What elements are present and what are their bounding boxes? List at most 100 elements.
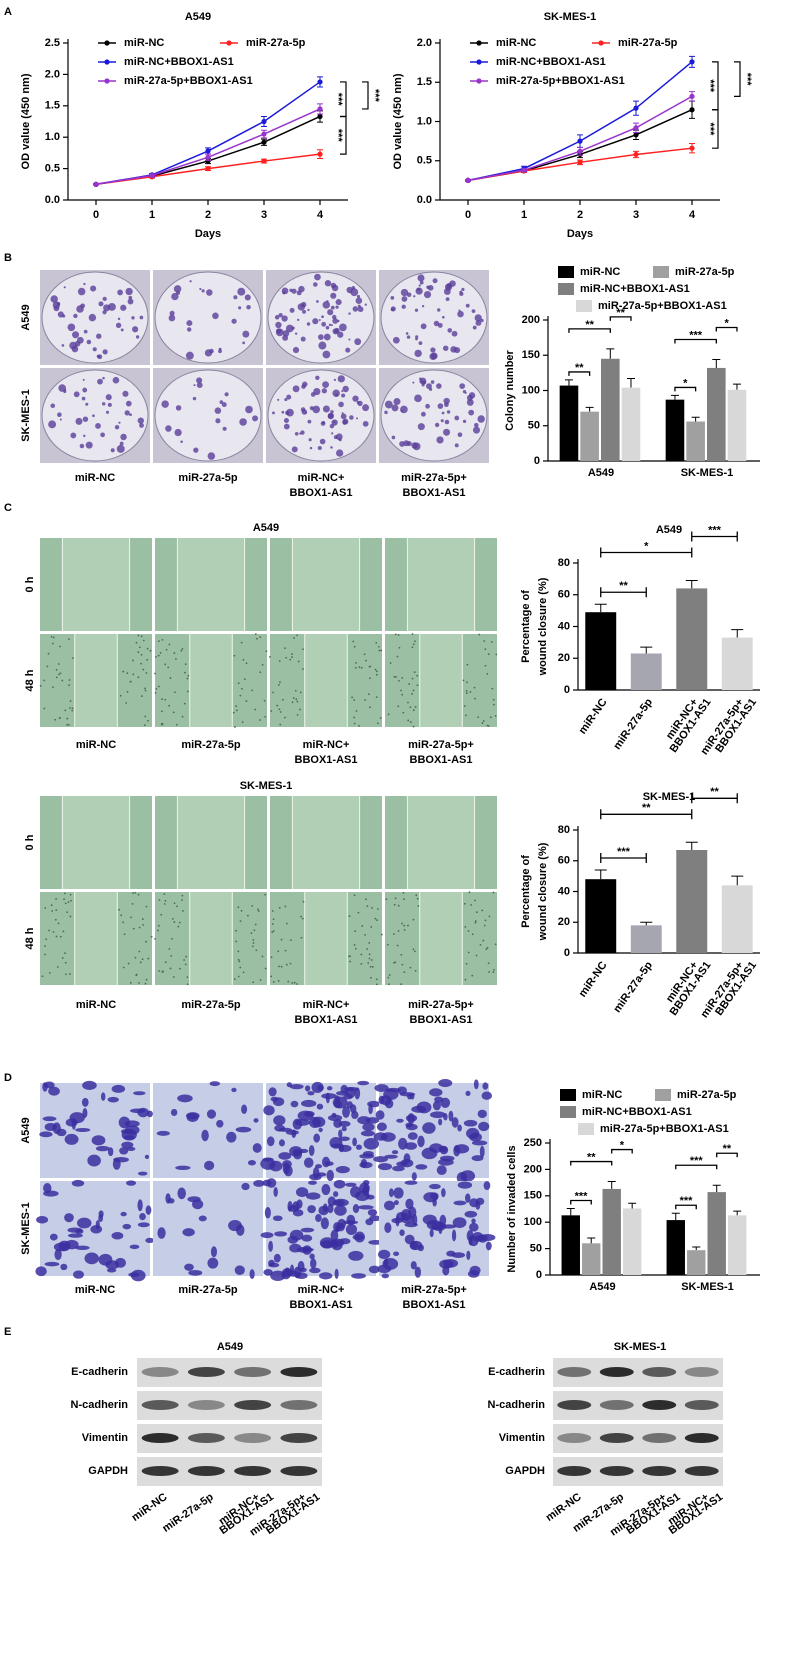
cell [273, 1187, 278, 1197]
x-tick-label: 2 [577, 209, 583, 221]
cell [91, 1135, 106, 1146]
bar [585, 612, 617, 690]
cell [414, 950, 416, 953]
colony [400, 405, 408, 414]
cell [367, 693, 370, 696]
colony [238, 306, 242, 310]
cell [333, 1243, 338, 1249]
colony [231, 318, 237, 324]
colony [309, 406, 314, 411]
cell [233, 654, 236, 657]
cell [376, 908, 379, 910]
significance-bracket [691, 793, 738, 804]
cell [411, 693, 413, 695]
band [684, 1367, 719, 1377]
cell [239, 966, 242, 969]
cell [350, 1186, 361, 1198]
band [141, 1433, 179, 1443]
colony [459, 383, 466, 389]
cell [399, 1229, 405, 1237]
significance-label: ** [619, 580, 628, 592]
cell [382, 1258, 399, 1270]
column-label: BBOX1-AS1 [290, 1299, 353, 1311]
colony [282, 330, 290, 337]
cell [486, 946, 489, 949]
legend-swatch [560, 1089, 576, 1101]
cell [380, 649, 383, 652]
cell [451, 1229, 457, 1242]
wound-gap [62, 538, 130, 631]
y-tick-label: 200 [522, 314, 540, 326]
cell [338, 1144, 345, 1153]
row-label: A549 [20, 1117, 32, 1143]
colony [108, 303, 116, 311]
band [684, 1433, 719, 1443]
point [317, 106, 323, 112]
band [684, 1466, 719, 1476]
cell [387, 976, 390, 979]
cell [287, 1270, 300, 1277]
cell [264, 715, 267, 718]
column-label: miR-27a-5p+ [401, 1284, 467, 1296]
legend-marker [476, 40, 482, 46]
cell [374, 1084, 389, 1092]
cell [259, 671, 262, 674]
cell [278, 907, 281, 909]
colony [330, 446, 333, 449]
cell [138, 981, 140, 984]
significance-label: *** [617, 846, 631, 858]
significance-bracket [340, 115, 347, 155]
cell [403, 971, 406, 973]
cell [122, 670, 125, 673]
point [261, 158, 267, 164]
cell [119, 1147, 129, 1155]
colony [414, 349, 422, 358]
cell [56, 966, 59, 968]
cell [385, 898, 388, 901]
colony [477, 415, 485, 423]
cell [68, 684, 70, 686]
cell [107, 1147, 114, 1157]
colony [412, 442, 421, 451]
y-tick-label: 1.5 [417, 76, 432, 88]
cell [401, 693, 404, 696]
cell [361, 925, 364, 927]
colony [139, 422, 144, 428]
colony [242, 330, 250, 338]
cell [370, 976, 372, 979]
colony [63, 390, 67, 394]
cell [429, 1088, 443, 1097]
cell [111, 1232, 124, 1240]
cell [284, 949, 287, 952]
colony [391, 435, 396, 440]
cell [333, 1191, 339, 1198]
cell [291, 653, 293, 656]
cell [286, 1082, 293, 1088]
colony [337, 375, 345, 383]
cell [394, 897, 397, 900]
colony [161, 400, 169, 408]
colony [454, 415, 460, 421]
colony [79, 443, 85, 449]
cell [273, 1115, 286, 1126]
colony [57, 311, 64, 318]
cell [59, 935, 62, 938]
cell [278, 1139, 285, 1147]
colony [400, 409, 403, 412]
cell [463, 705, 466, 708]
cell [138, 926, 141, 929]
cell [360, 666, 363, 669]
cell [232, 711, 235, 714]
x-tick-label: 4 [689, 209, 696, 221]
cell [309, 1253, 315, 1260]
column-label: BBOX1-AS1 [403, 1299, 466, 1311]
column-label: BBOX1-AS1 [295, 1014, 358, 1026]
cell [352, 640, 355, 643]
cell [412, 689, 415, 692]
cell [403, 1153, 411, 1164]
cell [375, 673, 378, 676]
colony [335, 299, 342, 306]
cell [140, 653, 143, 656]
bar [559, 385, 579, 461]
cell [125, 702, 128, 704]
